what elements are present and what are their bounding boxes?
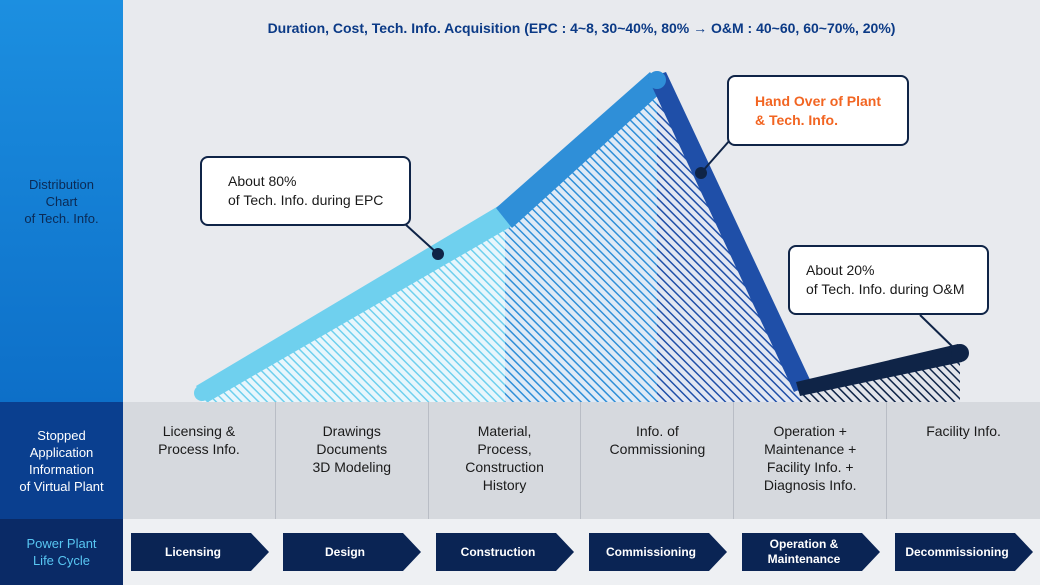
info-cell-line: Licensing & [162, 423, 236, 439]
om-callout-line: of Tech. Info. during O&M [806, 281, 965, 297]
stage-label: Operation & [769, 537, 839, 551]
info-cell-line: Process, [477, 441, 532, 457]
stopped-label-line: Information [28, 461, 95, 477]
lifecycle-label-line: Life Cycle [32, 553, 91, 568]
diagram-title: Duration, Cost, Tech. Info. Acquisition … [267, 20, 896, 36]
stage-design: Design [283, 533, 421, 571]
stopped-label-line: of Virtual Plant [19, 478, 104, 494]
stage-decommissioning: Decommissioning [895, 533, 1033, 571]
epc-callout-dot [432, 248, 444, 260]
construction-area [505, 80, 657, 402]
info-cell-line: Facility Info. + [766, 459, 854, 475]
stage-label: Construction [460, 544, 536, 559]
handover-line-segment [648, 72, 812, 392]
info-cell-line: Maintenance + [764, 441, 857, 457]
info-cell-design: Drawings Documents 3D Modeling [276, 402, 429, 519]
info-cell-line: 3D Modeling [312, 459, 392, 475]
stage-label: Design [324, 544, 365, 559]
info-cell-line: Material, [477, 423, 532, 439]
stopped-label-line: Application [29, 444, 94, 460]
info-cell-line: Info. of [635, 423, 679, 439]
info-cell-line: Process Info. [158, 441, 240, 457]
handover-callout-line: Hand Over of Plant [755, 92, 882, 109]
info-cell-decommissioning: Facility Info. [887, 402, 1040, 519]
info-cell-commissioning: Info. of Commissioning [581, 402, 735, 519]
info-cell-line: Operation + [773, 423, 847, 439]
info-cell-construction: Material, Process, Construction History [429, 402, 582, 519]
handover-callout-dot [695, 167, 707, 179]
lifecycle-row: Licensing Design Construction Commission… [123, 519, 1040, 585]
info-cell-line: Documents [316, 441, 388, 457]
info-cell-line: Construction [465, 459, 544, 475]
stage-label: Maintenance [767, 552, 841, 566]
om-callout-connector [919, 314, 959, 353]
info-cell-line: Diagnosis Info. [763, 477, 857, 493]
epc-callout-line: About 80% [228, 173, 297, 189]
distribution-label-line: of Tech. Info. [24, 210, 99, 226]
stopped-application-row: Licensing & Process Info. Drawings Docum… [123, 402, 1040, 519]
lifecycle-label-line: Power Plant [26, 536, 97, 551]
stage-label: Licensing [164, 544, 221, 559]
epc-callout-connector [404, 223, 439, 255]
stage-label: Commissioning [605, 544, 696, 559]
info-cell-line: Drawings [322, 423, 381, 439]
construction-line-segment [496, 72, 664, 228]
distribution-label-line: Chart [45, 193, 78, 209]
stage-operation-maintenance: Operation & Maintenance [742, 533, 880, 571]
info-cell-operation: Operation + Maintenance + Facility Info.… [734, 402, 888, 519]
stage-licensing: Licensing [131, 533, 269, 571]
distribution-chart-label: Distribution Chart of Tech. Info. [0, 0, 123, 402]
handover-callout: Hand Over of Plant & Tech. Info. [727, 75, 909, 146]
info-cell-line: History [482, 477, 527, 493]
peak-cap [648, 71, 666, 89]
epc-callout: About 80% of Tech. Info. during EPC [200, 156, 411, 226]
stage-commissioning: Commissioning [589, 533, 727, 571]
stage-label: Decommissioning [905, 544, 1009, 559]
handover-callout-connector [700, 139, 731, 174]
om-callout-line: About 20% [806, 262, 875, 278]
epc-callout-line: of Tech. Info. during EPC [228, 192, 384, 208]
start-cap [194, 385, 210, 401]
stage-construction: Construction [436, 533, 574, 571]
stopped-application-label: Stopped Application Information of Virtu… [0, 402, 123, 519]
info-cell-line: Facility Info. [926, 423, 1001, 439]
handover-callout-line: & Tech. Info. [755, 111, 838, 128]
distribution-graph [194, 71, 969, 402]
stopped-label-line: Stopped [37, 427, 86, 443]
distribution-label-line: Distribution [28, 176, 94, 192]
power-plant-lifecycle-label: Power Plant Life Cycle [0, 519, 123, 585]
om-line-segment [796, 344, 962, 396]
om-callout: About 20% of Tech. Info. during O&M [788, 245, 989, 315]
info-cell-line: Commissioning [609, 441, 706, 457]
info-cell-licensing: Licensing & Process Info. [123, 402, 276, 519]
